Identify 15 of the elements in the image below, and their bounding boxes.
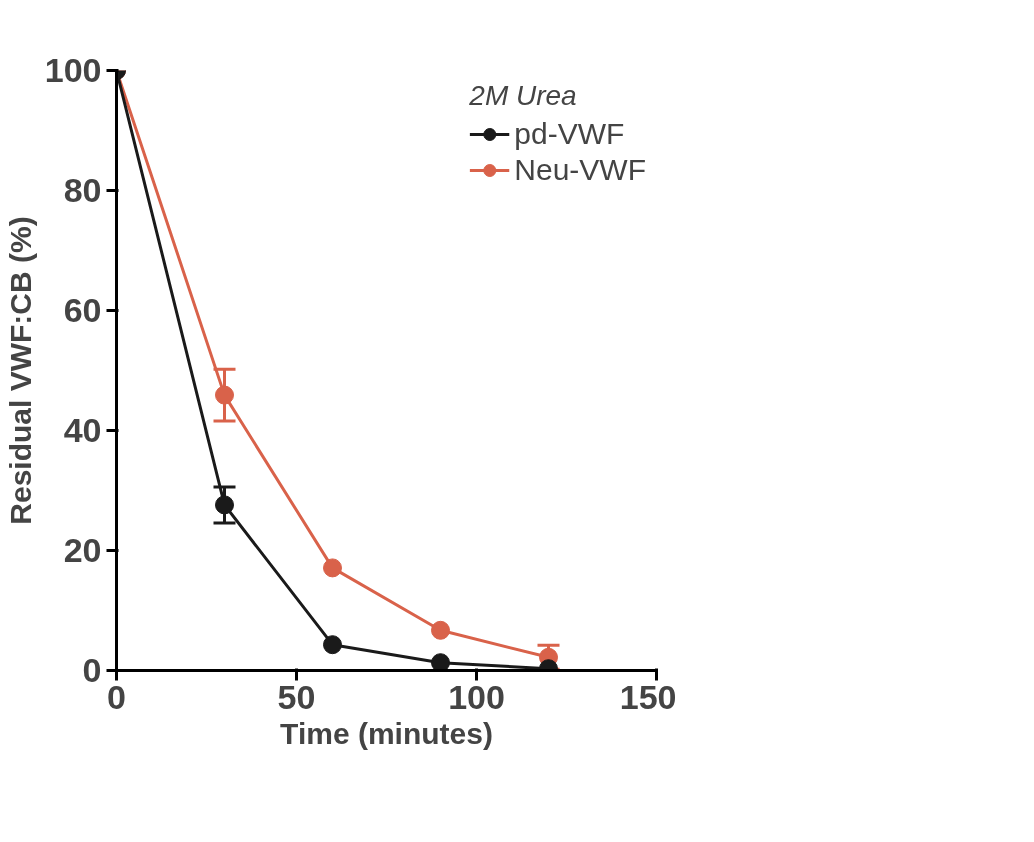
legend-label: Neu-VWF <box>514 153 646 187</box>
x-tick-label: 150 <box>619 677 677 716</box>
x-tick-label: 50 <box>277 677 316 716</box>
legend-title: 2M Urea <box>469 80 578 112</box>
y-axis-title: Residual VWF:CB (%) <box>3 216 37 525</box>
y-tick-label: 80 <box>63 171 102 209</box>
y-tick-label: 0 <box>82 651 102 689</box>
y-tick-label: 100 <box>44 51 102 89</box>
y-tick-label: 20 <box>63 531 102 569</box>
legend-label: pd-VWF <box>514 117 625 151</box>
y-tick-label: 60 <box>63 291 102 329</box>
x-tick-label: 100 <box>448 677 505 716</box>
x-axis-title: Time (minutes) <box>280 716 493 750</box>
y-tick-label: 40 <box>63 411 102 449</box>
x-tick-label: 0 <box>107 677 126 716</box>
